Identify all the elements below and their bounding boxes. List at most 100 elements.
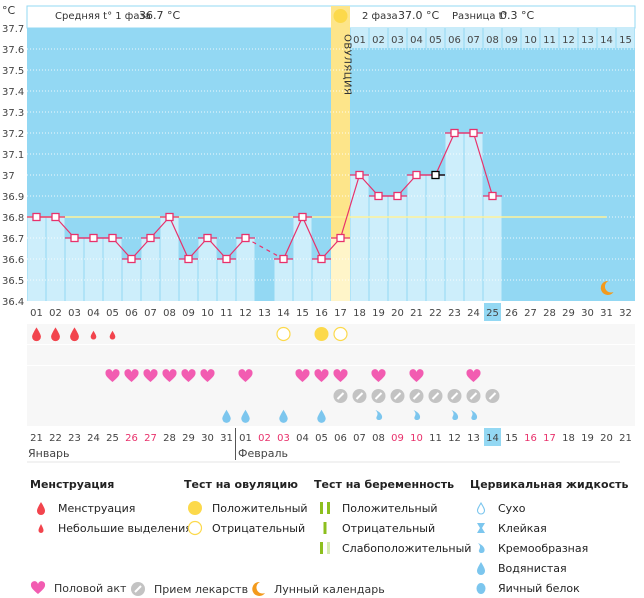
cycle-day-label: 15: [296, 308, 309, 319]
phase2-day-label: 07: [467, 35, 480, 46]
ovulation-column: [331, 6, 350, 301]
phase2-day-cell: [369, 28, 388, 48]
pill-stripe: [431, 392, 440, 400]
phase2-day-cell: [426, 28, 445, 48]
calendar-date: 04: [296, 433, 309, 444]
legend-title: Тест на овуляцию: [184, 478, 298, 491]
phase2-day-cell: [540, 28, 559, 48]
pill-icon: [130, 581, 146, 597]
pill-stripe: [336, 392, 345, 400]
temp-point: [146, 233, 155, 243]
temp-point: [393, 191, 402, 201]
calendar-date: 15: [505, 433, 518, 444]
calendar-date: 26: [125, 433, 138, 444]
spotting-drop-icon: [30, 522, 52, 534]
creamy-icon: [470, 410, 478, 421]
temp-line: [339, 174, 361, 239]
watery-icon: [241, 409, 250, 423]
creamy-icon: [470, 541, 492, 555]
unit-label: °C: [2, 4, 16, 17]
spotting-drop-icon: [109, 330, 116, 340]
phase2-day-cell: [350, 28, 369, 48]
marks-row: [27, 324, 635, 344]
phase2-day-cell: [616, 28, 635, 48]
cycle-day-label: 25: [486, 308, 499, 319]
phase2-day-label: 08: [486, 35, 499, 46]
temp-point: [203, 233, 212, 243]
y-tick-label: 37.7: [2, 24, 24, 35]
calendar-date: 18: [562, 433, 575, 444]
y-tick-label: 37.1: [2, 150, 24, 161]
legend-item: Положительный: [342, 501, 438, 515]
temp-bar: [122, 259, 141, 301]
cycle-day-label: 13: [258, 308, 271, 319]
month-label: Февраль: [238, 447, 288, 460]
temp-bar: [483, 196, 502, 301]
legend-item: Половой акт: [54, 581, 127, 595]
temp-point: [431, 170, 440, 180]
temp-bar: [84, 238, 103, 301]
phase2-day-cell: [502, 28, 521, 48]
temp-point: [108, 233, 117, 243]
temp-bar: [141, 238, 160, 301]
heart-icon: [238, 369, 253, 382]
phase2-day-cell: [578, 28, 597, 48]
cycle-day-label: 11: [220, 308, 233, 319]
phase2-day-cell: [597, 28, 616, 48]
phase2-day-cell: [464, 28, 483, 48]
legend-title: Цервикальная жидкость: [470, 478, 629, 491]
cycle-day-label: 08: [163, 308, 176, 319]
cycle-day-label: 27: [524, 308, 537, 319]
heart-icon: [162, 369, 177, 382]
temp-point: [127, 254, 136, 264]
dry-icon: [470, 501, 492, 515]
temp-point: [222, 254, 231, 264]
heart-icon: [124, 369, 139, 382]
phase2-day-cell: [559, 28, 578, 48]
legend-item: Сухо: [498, 501, 526, 515]
temp-point: [469, 128, 478, 138]
legend-cervical: Цервикальная жидкость Сухо Клейкая Кремо…: [470, 478, 628, 598]
today-highlight: [484, 428, 501, 446]
calendar-date: 20: [600, 433, 613, 444]
temp-line: [282, 216, 304, 260]
phase2-day-cell: [483, 28, 502, 48]
pill-stripe: [450, 392, 459, 400]
cycle-day-label: 10: [201, 308, 214, 319]
legend-item: Прием лекарств: [154, 582, 249, 596]
y-tick-label: 37.6: [2, 45, 24, 56]
y-tick-label: 36.6: [2, 255, 24, 266]
cycle-day-label: 09: [182, 308, 195, 319]
temp-point: [184, 254, 193, 264]
phase2-label: 2 фаза: [362, 11, 398, 22]
creamy-icon: [375, 410, 383, 421]
temp-point: [241, 233, 250, 243]
diff-label: Разница t°: [452, 11, 508, 22]
temp-point: [412, 170, 421, 180]
marks-row: [27, 386, 635, 406]
temp-bar: [407, 175, 426, 301]
temp-point: [70, 233, 79, 243]
diff-value: 0.3 °C: [500, 9, 534, 22]
cycle-day-label: 19: [372, 308, 385, 319]
cycle-day-label: 14: [277, 308, 290, 319]
cycle-day-label: 06: [125, 308, 138, 319]
temp-line: [301, 216, 323, 260]
phase2-day-label: 06: [448, 35, 461, 46]
calendar-date: 19: [581, 433, 594, 444]
cycle-day-label: 24: [467, 308, 480, 319]
menstruation-drop-icon: [32, 327, 41, 342]
marks-row: [27, 345, 635, 365]
cycle-day-label: 02: [49, 308, 62, 319]
phase2-day-label: 15: [619, 35, 632, 46]
egg-white-icon: [470, 581, 492, 595]
phase2-day-label: 12: [562, 35, 575, 46]
calendar-date: 27: [144, 433, 157, 444]
temp-point: [450, 128, 459, 138]
cycle-day-label: 32: [619, 308, 632, 319]
phase2-day-label: 09: [505, 35, 518, 46]
calendar-date: 05: [315, 433, 328, 444]
calendar-date: 11: [429, 433, 442, 444]
legend-moon: Лунный календарь: [250, 581, 385, 597]
calendar-date: 02: [258, 433, 271, 444]
